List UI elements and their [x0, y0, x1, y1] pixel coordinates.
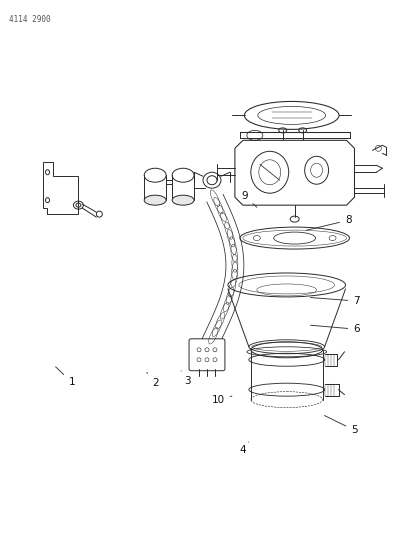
Ellipse shape [172, 195, 194, 205]
Polygon shape [235, 140, 355, 205]
Text: 6: 6 [310, 324, 360, 334]
FancyBboxPatch shape [189, 339, 225, 371]
Text: 5: 5 [324, 416, 358, 435]
Text: 4114 2900: 4114 2900 [9, 15, 50, 23]
Text: 3: 3 [181, 371, 191, 386]
Text: 4: 4 [239, 442, 249, 455]
Text: 8: 8 [306, 215, 352, 230]
Ellipse shape [144, 195, 166, 205]
Text: 1: 1 [55, 367, 75, 387]
Polygon shape [42, 162, 78, 214]
Text: 2: 2 [147, 373, 159, 389]
Text: 9: 9 [242, 191, 257, 207]
Text: 7: 7 [310, 296, 360, 306]
Text: 10: 10 [212, 395, 232, 406]
